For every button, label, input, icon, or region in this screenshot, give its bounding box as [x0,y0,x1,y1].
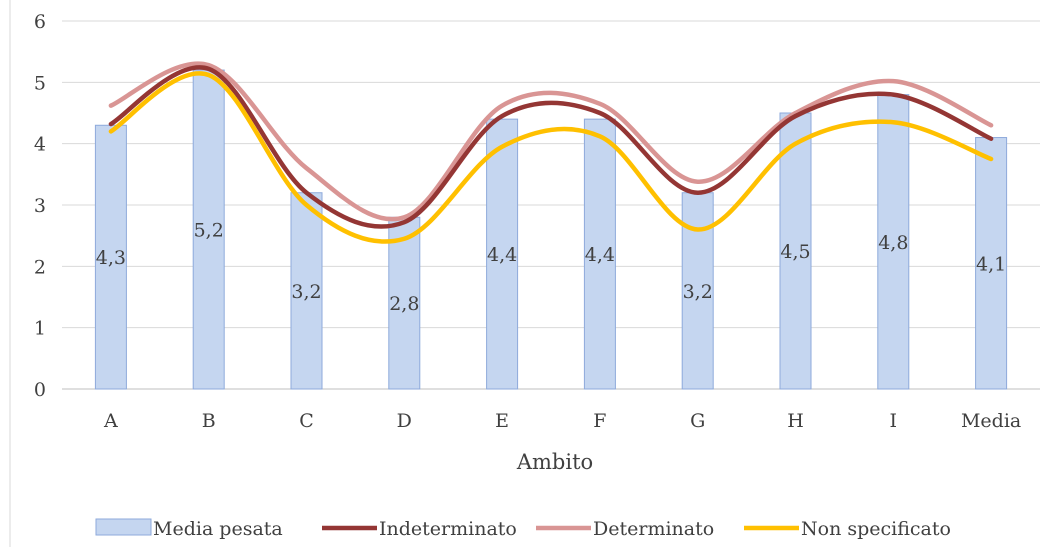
x-tick-label: F [593,410,606,432]
legend: Media pesata Indeterminato Determinato Non … [95,518,951,540]
legend-label: Non specificato [801,518,951,540]
bar-data-label: 4,3 [96,247,126,269]
x-tick-label: I [890,410,898,432]
bar [388,216,421,390]
bar [290,192,323,390]
bar [94,124,127,390]
y-tick-label: 0 [34,379,46,401]
bar [975,137,1008,390]
bar-data-label: 4,1 [976,253,1006,275]
legend-label: Indeterminato [379,518,517,540]
bar [583,118,616,390]
legend-label: Media pesata [153,518,283,540]
legend-swatch-media-pesata [95,518,152,536]
x-tick-label: B [202,410,216,432]
x-tick-labels: A B C D E F G H I Media [103,410,1021,432]
bar-data-label: 4,8 [878,232,908,254]
y-tick-label: 2 [34,256,46,278]
x-tick-label: H [787,410,804,432]
bar [877,94,910,390]
bar-data-labels: 4,3 5,2 3,2 2,8 4,4 4,4 3,2 4,5 4,8 4,1 [96,220,1006,316]
bar [486,118,519,390]
bar-data-label: 4,5 [780,241,810,263]
y-tick-labels: 0 1 2 3 4 5 6 [34,11,46,401]
bar-data-label: 3,2 [683,281,713,303]
bar-series [94,69,1008,390]
bar-data-label: 4,4 [585,244,615,266]
x-tick-label: G [690,410,705,432]
y-tick-label: 5 [34,72,46,94]
line-non-specificato [108,71,994,244]
x-tick-label: Media [961,410,1021,432]
x-tick-label: C [299,410,314,432]
legend-label: Determinato [593,518,714,540]
bar [779,112,812,390]
y-tick-label: 1 [34,318,46,340]
x-axis-title: Ambito [516,450,593,474]
x-tick-label: A [103,410,118,432]
bar-data-label: 4,4 [487,244,517,266]
y-tick-label: 6 [34,11,46,33]
line-series [108,61,994,244]
line-indeterminato [108,65,994,229]
line-determinato [108,61,994,222]
bar-data-label: 2,8 [389,293,419,315]
bar-data-label: 3,2 [291,281,321,303]
y-tick-label: 3 [34,195,46,217]
y-tick-label: 4 [34,134,46,156]
bar-data-label: 5,2 [194,220,224,242]
x-tick-label: E [495,410,509,432]
bar [192,69,225,390]
x-tick-label: D [397,410,412,432]
